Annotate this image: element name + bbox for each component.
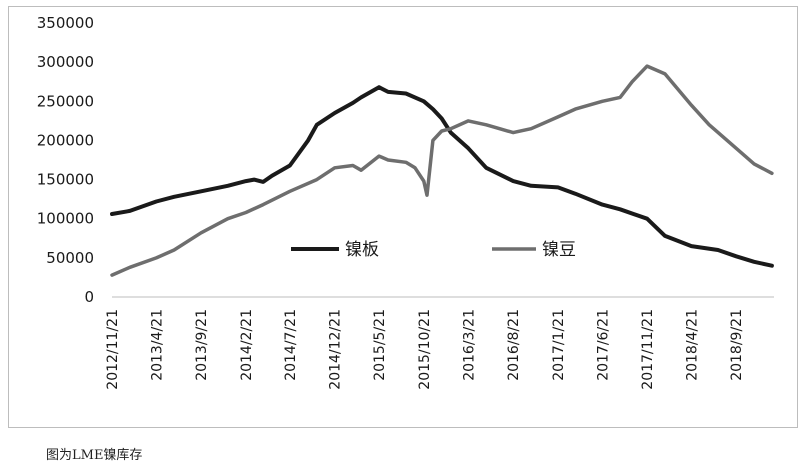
series-line-nickel-plate	[110, 85, 774, 268]
y-tick-label: 150000	[37, 171, 94, 189]
y-tick-label: 200000	[37, 131, 94, 149]
y-tick-label: 0	[84, 288, 94, 306]
x-tick-label: 2017/11/21	[640, 309, 656, 390]
x-tick-label: 2017/6/21	[595, 309, 611, 381]
series-line-nickel-bean	[110, 64, 774, 277]
x-tick-label: 2014/2/21	[239, 309, 255, 381]
x-tick-label: 2018/4/21	[684, 309, 700, 381]
y-tick-label: 100000	[37, 210, 94, 228]
y-tick-label: 350000	[37, 14, 94, 32]
x-tick-label: 2015/5/21	[372, 309, 388, 381]
x-tick-label: 2013/9/21	[194, 309, 210, 381]
legend-label: 镍板	[345, 240, 379, 260]
x-tick-label: 2018/9/21	[729, 309, 745, 381]
x-tick-label: 2015/10/21	[417, 309, 433, 390]
x-tick-label: 2014/12/21	[328, 309, 344, 390]
legend-label: 镍豆	[542, 240, 576, 260]
x-tick-label: 2013/4/21	[149, 309, 165, 381]
chart-frame: 0 50000 100000 150000 200000 250000 300000 3500…	[8, 6, 798, 428]
x-tick-label: 2017/1/21	[551, 309, 567, 381]
x-tick-label: 2016/8/21	[506, 309, 522, 381]
x-tick-label: 2016/3/21	[461, 309, 477, 381]
y-tick-label: 50000	[46, 249, 94, 267]
y-tick-label: 250000	[37, 92, 94, 110]
y-axis: 0 50000 100000 150000 200000 250000 300000 3500…	[37, 14, 94, 306]
x-tick-label: 2014/7/21	[283, 309, 299, 381]
x-axis: 2012/11/21 2013/4/21 2013/9/21 2014/2/21 201…	[105, 296, 774, 390]
series-lines	[110, 64, 774, 277]
legend: 镍板 镍豆	[291, 240, 576, 260]
y-tick-label: 300000	[37, 53, 94, 71]
figure-caption: 图为LME镍库存	[46, 448, 143, 463]
nickel-inventory-chart: 0 50000 100000 150000 200000 250000 300000 3500…	[37, 14, 774, 390]
x-tick-label: 2012/11/21	[105, 309, 121, 390]
